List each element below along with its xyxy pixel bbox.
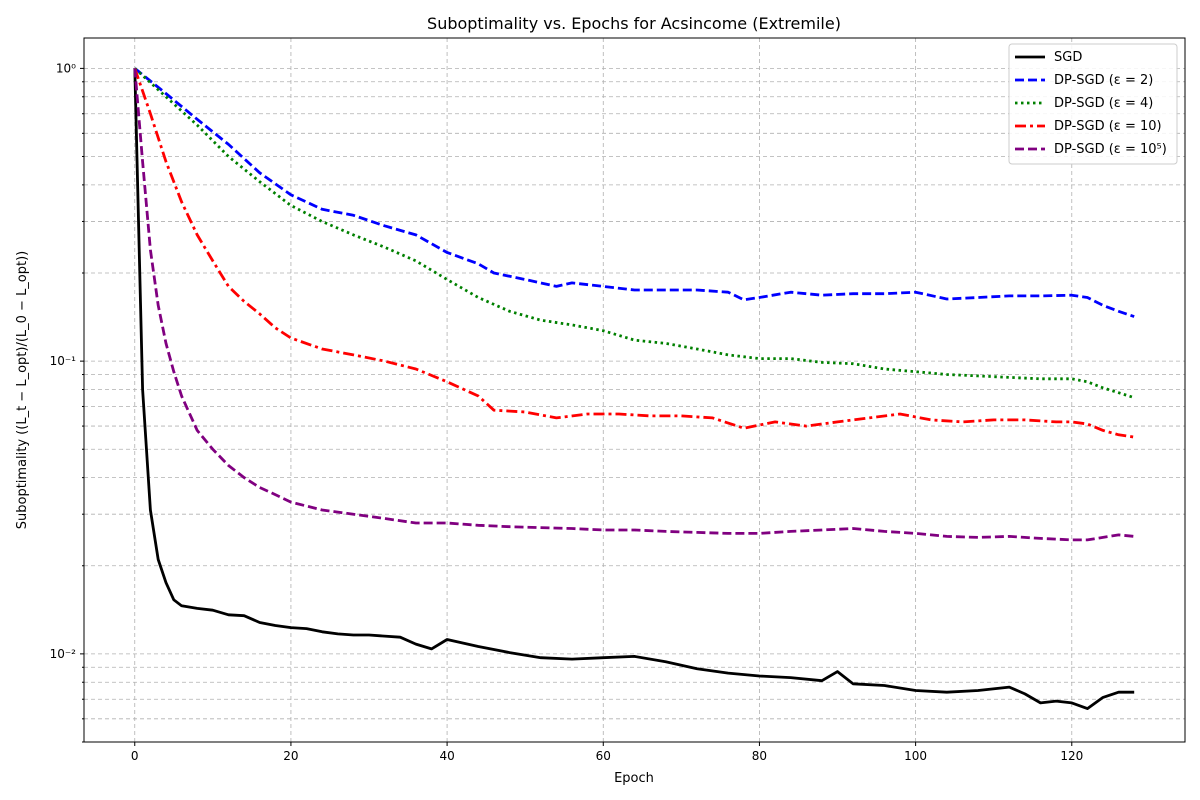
x-tick-label: 120 xyxy=(1060,749,1083,763)
legend-label: SGD xyxy=(1054,50,1082,65)
series-layer xyxy=(133,67,1135,710)
legend-label: DP-SGD (ε = 2) xyxy=(1054,73,1153,88)
x-tick-label: 0 xyxy=(131,749,139,763)
series-line-1 xyxy=(133,67,1135,318)
series-line-2 xyxy=(133,67,1135,400)
x-tick-label: 100 xyxy=(904,749,927,763)
y-tick-label: 10⁻² xyxy=(50,647,77,661)
x-tick-label: 20 xyxy=(283,749,298,763)
series-line-0 xyxy=(133,68,1135,710)
legend-label: DP-SGD (ε = 10⁵) xyxy=(1054,142,1167,157)
chart-title: Suboptimality vs. Epochs for Acsincome (… xyxy=(427,14,841,33)
legend-label: DP-SGD (ε = 10) xyxy=(1054,119,1162,134)
legend-label: DP-SGD (ε = 4) xyxy=(1054,96,1153,111)
x-tick-label: 80 xyxy=(752,749,767,763)
x-axis-label: Epoch xyxy=(614,771,654,786)
axes: 0 20 40 60 80 100 120 10⁻² 10⁻¹ 10⁰ xyxy=(50,61,1084,763)
y-tick-label: 10⁰ xyxy=(56,61,76,75)
y-axis-label: Suboptimality ((L_t − L_opt)/(L_0 − L_op… xyxy=(15,251,30,530)
legend-frame xyxy=(1008,43,1178,165)
legend: SGD DP-SGD (ε = 2) DP-SGD (ε = 4) DP-SGD (ε… xyxy=(1008,43,1178,165)
x-tick-label: 40 xyxy=(439,749,454,763)
grid xyxy=(84,38,1185,743)
y-tick-label: 10⁻¹ xyxy=(50,354,77,368)
series-line-3 xyxy=(133,67,1135,439)
x-tick-label: 60 xyxy=(596,749,611,763)
series-line-4 xyxy=(133,68,1135,542)
